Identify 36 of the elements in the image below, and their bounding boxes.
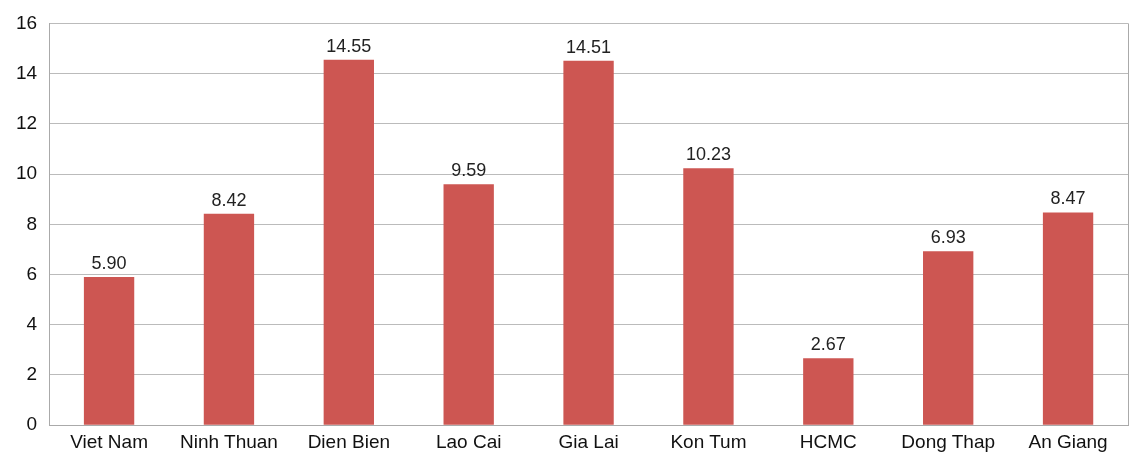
y-tick-label: 2: [26, 363, 38, 385]
y-tick-label: 12: [15, 112, 38, 134]
bar: [83, 277, 135, 425]
y-tick-label: 14: [15, 61, 38, 83]
data-label: 8.42: [211, 189, 247, 210]
y-tick-label: 10: [15, 162, 38, 184]
x-tick-label: Viet Nam: [70, 430, 148, 452]
x-tick-label: Gia Lai: [558, 430, 619, 452]
x-tick-label: An Giang: [1028, 430, 1108, 452]
x-tick-label: Dien Bien: [307, 430, 391, 452]
data-label: 8.47: [1050, 188, 1086, 209]
data-label: 9.59: [451, 160, 487, 181]
bar: [563, 60, 614, 425]
data-label: 5.90: [91, 253, 127, 274]
y-tick-label: 4: [26, 312, 38, 334]
bar: [803, 358, 854, 425]
data-label: 14.55: [326, 35, 372, 56]
bar: [203, 213, 255, 425]
bar: [443, 184, 494, 425]
data-label: 14.51: [566, 36, 612, 57]
data-label: 10.23: [685, 144, 731, 165]
bar: [323, 59, 374, 425]
y-tick-label: 16: [15, 11, 38, 33]
bar: [1042, 212, 1094, 425]
x-tick-label: Lao Cai: [435, 430, 502, 452]
x-tick-label: Dong Thap: [901, 430, 996, 452]
y-tick-label: 8: [26, 212, 38, 234]
y-tick-label: 6: [26, 262, 38, 284]
bar: [683, 168, 734, 425]
x-tick-label: Ninh Thuan: [180, 430, 278, 452]
data-label: 6.93: [930, 227, 966, 248]
data-label: 2.67: [810, 334, 846, 355]
y-tick-label: 0: [26, 413, 38, 435]
bar: [923, 251, 974, 425]
x-tick-label: Kon Tum: [670, 430, 747, 452]
x-tick-label: HCMC: [799, 430, 857, 452]
